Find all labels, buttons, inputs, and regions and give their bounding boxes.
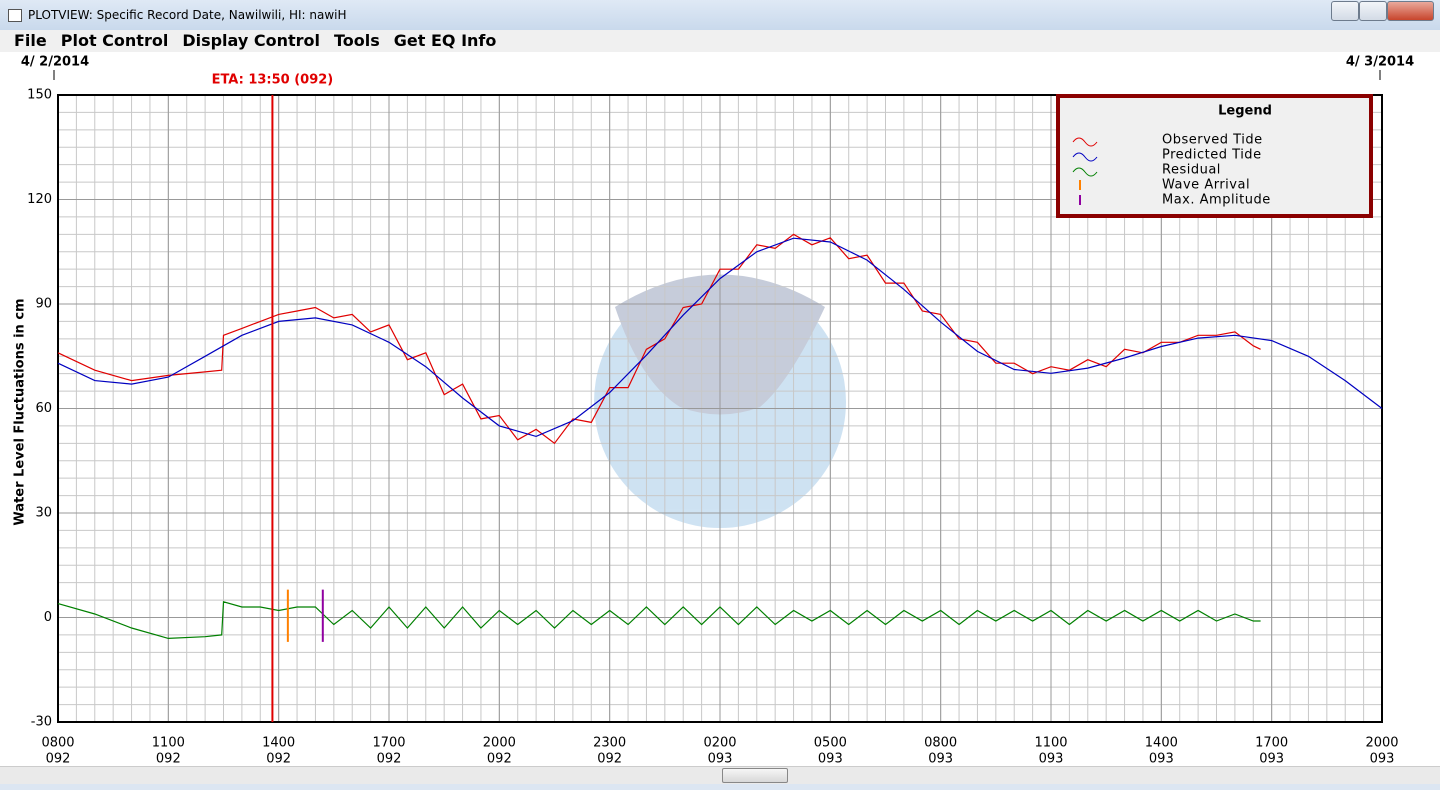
y-tick-label: -30 [31, 715, 52, 730]
date-label: 4/ 2/2014 [21, 55, 89, 70]
y-tick-label: 60 [35, 401, 52, 416]
y-tick-label: 120 [27, 192, 52, 207]
menu-bar: File Plot Control Display Control Tools Get … [0, 30, 1440, 52]
legend-symbol [1072, 152, 1098, 162]
x-tick-label: 1100 [1034, 736, 1067, 751]
date-label: 4/ 3/2014 [1346, 55, 1414, 70]
x-tick-label: 1400 [1145, 736, 1178, 751]
x-tick-label: 1100 [152, 736, 185, 751]
legend-label: Residual [1162, 163, 1221, 178]
chart: 4/ 2/2014 4/ 3/2014 Water Level Fluctuat… [0, 52, 1440, 766]
legend-label: Wave Arrival [1162, 178, 1250, 193]
menu-item[interactable]: File [14, 31, 47, 50]
x-tick-label: 0200 [703, 736, 736, 751]
series-line [57, 237, 1383, 438]
x-tick-day: 092 [487, 752, 512, 767]
x-tick-day: 093 [1259, 752, 1284, 767]
x-tick-label: 1700 [1255, 736, 1288, 751]
minimize-button[interactable] [1331, 1, 1359, 21]
legend-box [1056, 94, 1373, 218]
eta-label: ETA: 13:50 (092) [212, 73, 334, 88]
menu-item[interactable]: Get EQ Info [393, 31, 497, 50]
x-tick-day: 093 [1039, 752, 1064, 767]
x-tick-day: 093 [928, 752, 953, 767]
maximize-button[interactable] [1359, 1, 1387, 21]
y-tick-label: 30 [35, 506, 52, 521]
legend-title: Legend [1218, 104, 1272, 119]
close-button[interactable] [1387, 1, 1434, 21]
legend-symbol [1072, 167, 1098, 177]
app-icon [8, 9, 22, 22]
x-tick-label: 0500 [814, 736, 847, 751]
title-bar: PLOTVIEW: Specific Record Date, Nawilwil… [0, 0, 1440, 30]
x-tick-day: 092 [156, 752, 181, 767]
scrollbar[interactable] [0, 766, 1440, 784]
x-tick-label: 2000 [1365, 736, 1398, 751]
x-tick-label: 2300 [593, 736, 626, 751]
window-title: PLOTVIEW: Specific Record Date, Nawilwil… [28, 8, 347, 22]
series-line [57, 601, 1261, 640]
x-tick-day: 092 [266, 752, 291, 767]
y-tick-label: 150 [27, 88, 52, 103]
x-tick-label: 1700 [372, 736, 405, 751]
menu-item[interactable]: Plot Control [60, 31, 169, 50]
x-tick-label: 0800 [41, 736, 74, 751]
scroll-thumb[interactable] [722, 768, 788, 783]
legend-symbol [1072, 137, 1098, 147]
x-tick-day: 093 [708, 752, 733, 767]
y-axis-label: Water Level Fluctuations in cm [13, 298, 28, 525]
x-tick-label: 0800 [924, 736, 957, 751]
menu-item[interactable]: Tools [333, 31, 380, 50]
x-tick-day: 093 [818, 752, 843, 767]
legend-label: Max. Amplitude [1162, 193, 1271, 208]
x-tick-day: 092 [46, 752, 71, 767]
x-tick-day: 093 [1370, 752, 1395, 767]
y-tick-label: 90 [35, 297, 52, 312]
y-tick-label: 0 [44, 610, 52, 625]
x-tick-label: 1400 [262, 736, 295, 751]
menu-item[interactable]: Display Control [182, 31, 320, 50]
x-tick-label: 2000 [483, 736, 516, 751]
x-tick-day: 093 [1149, 752, 1174, 767]
legend-label: Observed Tide [1162, 133, 1263, 148]
legend-label: Predicted Tide [1162, 148, 1262, 163]
x-tick-day: 092 [377, 752, 402, 767]
x-tick-day: 092 [597, 752, 622, 767]
